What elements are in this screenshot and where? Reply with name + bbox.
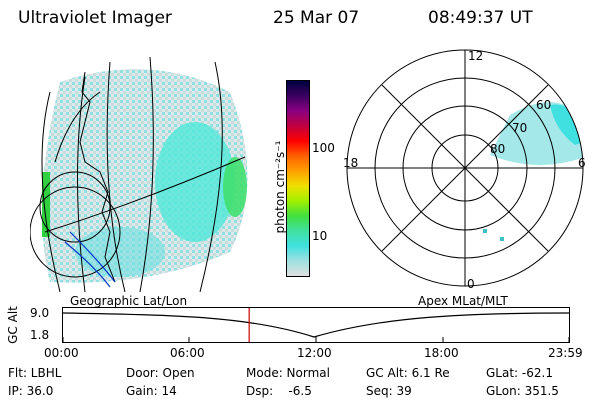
altitude-curve: [62, 312, 570, 338]
polar-grid: [346, 49, 584, 287]
geographic-grid: [30, 56, 246, 292]
colorbar-unit-label: photon cm⁻²s⁻¹: [273, 140, 287, 234]
sequence-info: Seq: 39: [366, 384, 412, 398]
altitude-timeline-plot: [62, 307, 570, 343]
aurora-emission-image: [42, 69, 248, 283]
data-speck: [483, 229, 487, 233]
ip-info: IP: 36.0: [8, 384, 54, 398]
geographic-panel-label: Geographic Lat/Lon: [70, 294, 188, 308]
terminator-line: [64, 231, 116, 288]
dsp-info: Dsp: -6.5: [246, 384, 312, 398]
filter-info: Flt: LBHL: [8, 366, 62, 380]
polar-mlat-mlt-plot: 12 18 6 0 60 70 80: [343, 49, 586, 291]
instrument-title: Ultraviolet Imager: [18, 8, 172, 28]
aurora-arc-west: [42, 172, 50, 237]
color-scale-bar: [286, 80, 310, 277]
altitude-tick-low: 1.8: [30, 328, 50, 342]
altitude-tick-high: 9.0: [30, 306, 50, 320]
time-tick-1800: 18:00: [424, 346, 459, 360]
mode-info: Mode: Normal: [246, 366, 330, 380]
polar-panel-label: Apex MLat/MLT: [418, 294, 508, 308]
glon-info: GLon: 351.5: [486, 384, 559, 398]
time-label: 08:49:37 UT: [428, 8, 533, 28]
altitude-axis-label: GC Alt: [5, 306, 20, 344]
door-info: Door: Open: [126, 366, 195, 380]
time-tick-1200: 12:00: [297, 346, 332, 360]
lat-label-60: 60: [536, 98, 551, 112]
mlt-label-6: 6: [578, 156, 586, 170]
date-label: 25 Mar 07: [273, 8, 360, 28]
colorbar-tick-10: 10: [312, 229, 328, 243]
gain-info: Gain: 14: [126, 384, 177, 398]
mlt-label-18: 18: [343, 156, 358, 170]
data-speck: [500, 237, 504, 241]
coastline: [79, 71, 116, 283]
glat-info: GLat: -62.1: [486, 366, 553, 380]
gc-altitude-info: GC Alt: 6.1 Re: [366, 366, 450, 380]
mlt-label-12: 12: [468, 49, 483, 63]
colorbar-tick-100: 100: [312, 141, 335, 155]
mlt-label-0: 0: [467, 277, 475, 291]
timeline-frame: [62, 307, 570, 343]
lat-label-70: 70: [512, 121, 527, 135]
time-tick-0000: 00:00: [44, 346, 79, 360]
geographic-image-panel: [30, 56, 248, 292]
lat-label-80: 80: [490, 142, 505, 156]
time-tick-2359: 23:59: [548, 346, 583, 360]
time-tick-0600: 06:00: [170, 346, 205, 360]
timeline-ticks: [62, 337, 570, 342]
